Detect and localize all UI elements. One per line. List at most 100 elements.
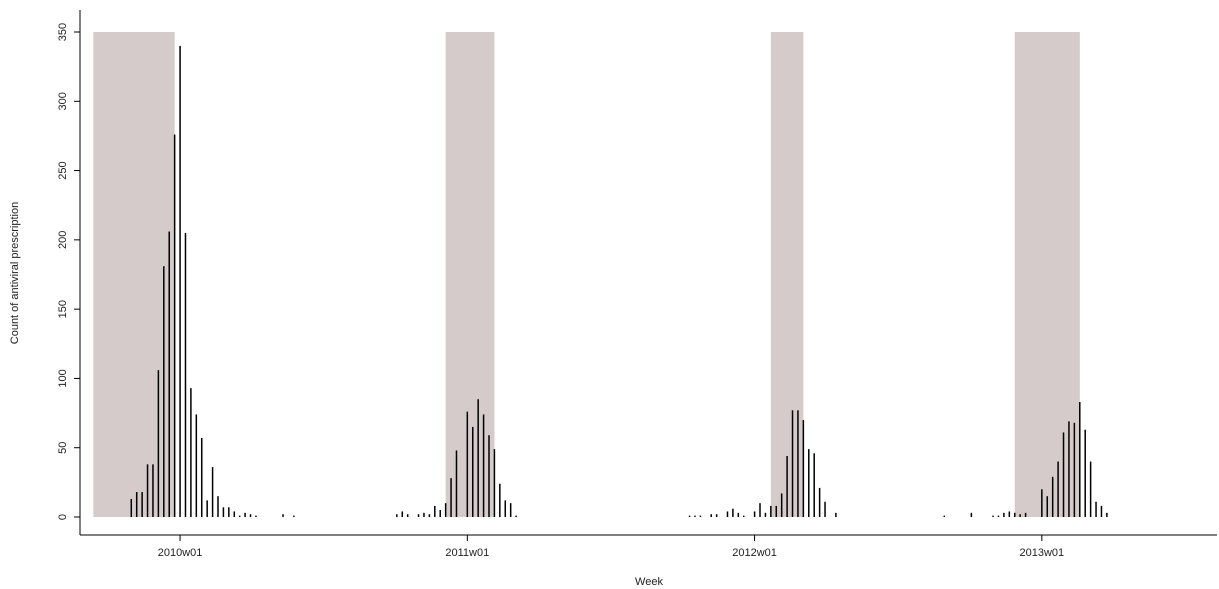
bar-2010w12 <box>238 515 241 517</box>
bar-2010w45 <box>417 514 420 517</box>
bars <box>130 45 1108 518</box>
bar-2012w46 <box>997 515 1000 517</box>
bar-2009w52 <box>168 231 170 518</box>
bar-2013w10 <box>1089 461 1092 517</box>
bar-2010w42 <box>401 511 404 517</box>
y-tick-label: 200 <box>57 231 69 249</box>
bar-2011w47 <box>715 514 718 517</box>
bar-2010w02 <box>184 232 187 517</box>
bar-2012w50 <box>1019 514 1021 517</box>
bar-2012w07 <box>786 456 788 517</box>
y-axis-title: Count of antiviral prescription <box>9 202 21 344</box>
bar-2012w01 <box>753 511 756 517</box>
bar-2012w10 <box>802 420 805 517</box>
bar-2011w03 <box>477 399 479 517</box>
bar-2013w13 <box>1106 512 1108 517</box>
y-tick-label: 250 <box>57 161 69 179</box>
shaded-periods <box>93 32 1080 517</box>
x-axis-title: Week <box>635 576 663 588</box>
y-tick-label: 300 <box>57 92 69 110</box>
bar-2012w13 <box>818 487 821 517</box>
bar-2010w51 <box>450 478 452 517</box>
bar-2011w05 <box>488 435 490 517</box>
bar-2013w04 <box>1057 461 1059 517</box>
bar-2011w51 <box>737 512 740 517</box>
bar-2012w45 <box>992 515 994 517</box>
bar-2013w01 <box>1041 489 1043 517</box>
bar-2011w50 <box>732 508 734 517</box>
bar-2011w52 <box>742 515 745 517</box>
bar-2010w50 <box>444 503 447 517</box>
bar-2011w46 <box>710 514 712 517</box>
bar-2012w11 <box>808 449 810 517</box>
x-ticks: 2010w01 2011w01 2012w01 2013w01 <box>158 535 1064 559</box>
bar-2011w08 <box>504 500 507 517</box>
bar-2013w05 <box>1062 432 1065 517</box>
bar-2012w02 <box>759 503 761 517</box>
bar-2013w07 <box>1073 422 1076 517</box>
bar-2009w48 <box>146 464 149 517</box>
bar-2012w04 <box>770 505 772 517</box>
y-tick-label: 150 <box>57 300 69 318</box>
bar-2010w04 <box>195 414 198 517</box>
bar-2012w03 <box>764 512 767 517</box>
bar-2009w46 <box>135 492 138 517</box>
bar-2012w09 <box>797 410 799 517</box>
bar-2011w07 <box>499 483 501 517</box>
y-ticks: 0 50 100 150 200 250 300 350 <box>57 23 80 520</box>
shaded-period-4 <box>1014 32 1080 517</box>
bar-2013w02 <box>1046 496 1049 517</box>
bar-2010w48 <box>434 505 436 517</box>
x-tick-label: 2012w01 <box>732 547 777 559</box>
bar-2009w53 <box>173 134 176 518</box>
bar-2011w01 <box>466 411 469 517</box>
y-tick-label: 50 <box>57 442 69 454</box>
bar-2010w11 <box>233 511 236 517</box>
bar-2011w42 <box>688 515 691 517</box>
bar-2012w41 <box>970 512 973 517</box>
x-tick-label: 2011w01 <box>445 547 489 559</box>
bar-2010w08 <box>217 496 219 517</box>
bar-2012w08 <box>791 410 794 517</box>
bar-2011w44 <box>699 515 702 517</box>
bar-2012w12 <box>813 453 815 517</box>
bar-2010w46 <box>423 512 425 517</box>
bar-2010w01 <box>179 45 181 517</box>
bar-2010w22 <box>293 515 295 517</box>
x-tick-label: 2013w01 <box>1020 547 1065 559</box>
y-tick-label: 0 <box>57 514 69 520</box>
bar-2009w51 <box>163 266 165 517</box>
bar-2012w16 <box>835 512 837 517</box>
bar-2010w07 <box>211 467 214 517</box>
bar-2010w13 <box>244 512 246 517</box>
bar-2010w49 <box>439 510 441 517</box>
bar-2010w06 <box>206 500 208 517</box>
bar-2013w09 <box>1084 429 1086 517</box>
y-tick-label: 350 <box>57 23 69 41</box>
bar-2013w11 <box>1095 501 1097 517</box>
bar-2011w43 <box>694 515 696 517</box>
bar-2013w12 <box>1100 505 1103 517</box>
shaded-period-2 <box>445 32 495 517</box>
bar-2011w10 <box>515 515 517 517</box>
bar-2013w03 <box>1051 476 1054 517</box>
bar-2012w05 <box>775 505 778 517</box>
bar-2009w45 <box>130 498 133 517</box>
bar-2012w47 <box>1003 512 1005 517</box>
bar-2010w15 <box>255 515 257 517</box>
bar-2009w49 <box>152 464 154 517</box>
bar-2012w49 <box>1013 512 1016 517</box>
bar-2011w06 <box>493 449 496 517</box>
bar-2010w41 <box>396 514 398 517</box>
y-tick-label: 100 <box>57 369 69 387</box>
bar-2010w47 <box>428 514 431 517</box>
bar-2011w02 <box>471 426 474 517</box>
x-tick-label: 2010w01 <box>158 547 203 559</box>
bar-2009w47 <box>141 492 143 517</box>
bar-2012w48 <box>1008 511 1011 517</box>
bar-2013w08 <box>1079 401 1081 517</box>
shaded-period-1 <box>93 32 175 517</box>
bar-2010w52 <box>455 450 458 517</box>
bar-2011w04 <box>482 414 485 517</box>
